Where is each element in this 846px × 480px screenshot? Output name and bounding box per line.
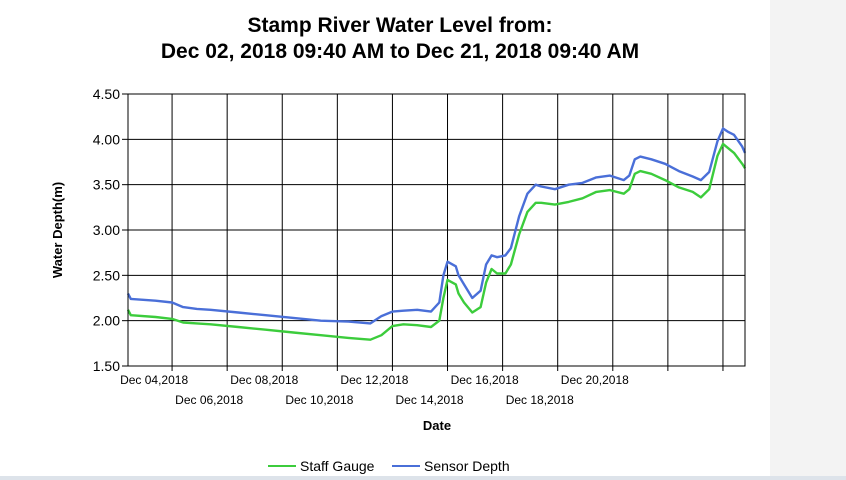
x-tick-label: Dec 20,2018	[561, 373, 629, 387]
y-tick-label: 2.50	[93, 267, 120, 283]
y-tick-label: 3.00	[93, 222, 120, 238]
plot-frame	[127, 93, 746, 367]
legend-label-staff-gauge: Staff Gauge	[300, 458, 375, 474]
legend-label-sensor-depth: Sensor Depth	[424, 458, 510, 474]
y-axis-title: Water Depth(m)	[50, 182, 65, 278]
x-tick-label: Dec 16,2018	[451, 373, 519, 387]
x-axis-title: Date	[423, 418, 451, 433]
x-tick-label: Dec 04,2018	[120, 373, 188, 387]
x-tick-label: Dec 10,2018	[285, 393, 353, 407]
y-tick-label: 4.50	[93, 86, 120, 102]
series-line-staff-gauge	[126, 142, 747, 341]
y-tick-label: 3.50	[93, 177, 120, 193]
x-tick-labels: Dec 04,2018 Dec 08,2018 Dec 12,2018 Dec 16,…	[120, 373, 629, 407]
chart-title-line-1: Stamp River Water Level from:	[247, 14, 553, 37]
chart-title-line-2: Dec 02, 2018 09:40 AM to Dec 21, 2018 09…	[160, 40, 640, 63]
bottom-border	[0, 476, 846, 480]
x-tick-label: Dec 12,2018	[340, 373, 408, 387]
grid-lines	[122, 93, 745, 371]
x-tick-label: Dec 06,2018	[175, 393, 243, 407]
page-gutter	[770, 0, 846, 480]
x-tick-label: Dec 14,2018	[396, 393, 464, 407]
legend: Staff Gauge Sensor Depth	[268, 458, 510, 474]
x-tick-label: Dec 18,2018	[506, 393, 574, 407]
x-tick-label: Dec 08,2018	[230, 373, 298, 387]
y-tick-label: 1.50	[93, 358, 120, 374]
y-tick-label: 2.00	[93, 313, 120, 329]
line-chart: 1.50 2.00 2.50 3.00 3.50 4.00 4.50 Dec 04,2018…	[50, 86, 747, 474]
y-tick-labels: 1.50 2.00 2.50 3.00 3.50 4.00 4.50	[93, 86, 120, 374]
series-lines	[126, 127, 747, 341]
y-tick-label: 4.00	[93, 131, 120, 147]
series-line-sensor-depth	[126, 127, 747, 325]
chart-panel: Stamp River Water Level from: Dec 02, 20…	[50, 14, 747, 474]
